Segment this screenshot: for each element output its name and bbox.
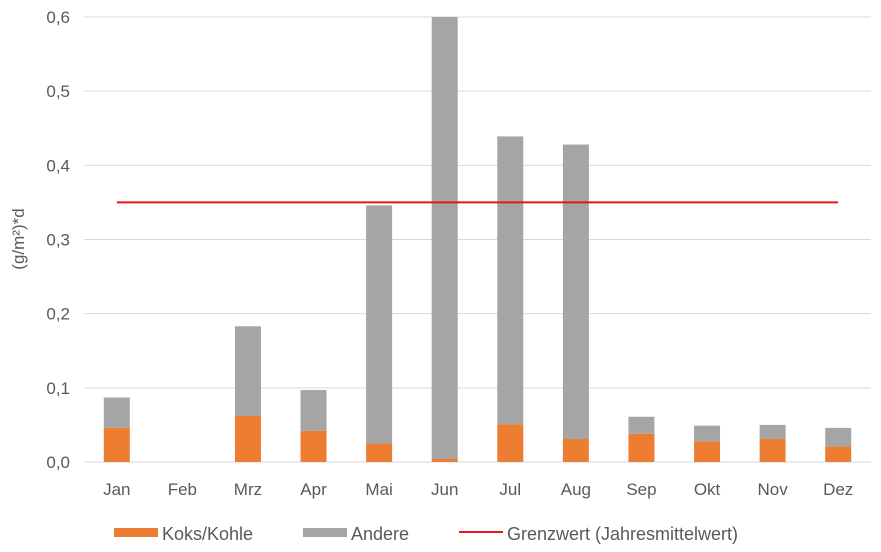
x-tick-label-dez: Dez — [823, 480, 853, 499]
x-tick-label-apr: Apr — [300, 480, 327, 499]
bar-andere-mrz — [234, 326, 261, 417]
bar-koks-kohle-dez — [825, 446, 852, 462]
x-tick-label-aug: Aug — [561, 480, 591, 499]
x-tick-label-feb: Feb — [168, 480, 197, 499]
bar-koks-kohle-mai — [366, 443, 393, 462]
bar-andere-mai — [366, 205, 393, 444]
bar-andere-jan — [103, 397, 130, 428]
x-axis-ticks: Jan Feb Mrz Apr Mai Jun Jul Aug Sep Okt Nov Dez — [103, 480, 853, 499]
bar-koks-kohle-jan — [103, 427, 130, 462]
y-tick-label-1: 0,1 — [46, 379, 70, 398]
y-tick-label-4: 0,4 — [46, 156, 70, 175]
y-tick-label-3: 0,3 — [46, 231, 70, 250]
bar-koks-kohle-aug — [562, 439, 589, 462]
x-tick-label-mrz: Mrz — [234, 480, 262, 499]
x-tick-label-jan: Jan — [103, 480, 130, 499]
bar-koks-kohle-sep — [628, 433, 655, 462]
y-tick-label-2: 0,2 — [46, 305, 70, 324]
y-tick-label-5: 0,5 — [46, 82, 70, 101]
bar-koks-kohle-okt — [694, 441, 721, 462]
bar-andere-jul — [497, 136, 524, 425]
legend-swatch-andere — [303, 528, 347, 537]
bar-andere-nov — [759, 424, 786, 440]
legend-label-andere: Andere — [351, 524, 409, 544]
legend-label-koks-kohle: Koks/Kohle — [162, 524, 253, 544]
bar-koks-kohle-jun — [431, 459, 458, 462]
x-tick-label-okt: Okt — [694, 480, 721, 499]
gridlines — [84, 16, 871, 463]
y-axis-ticks: 0,0 0,1 0,2 0,3 0,4 0,5 0,6 — [46, 8, 70, 472]
x-tick-label-mai: Mai — [365, 480, 392, 499]
bars — [103, 17, 852, 462]
legend: Koks/Kohle Andere Grenzwert (Jahresmitte… — [114, 524, 738, 544]
x-tick-label-jul: Jul — [499, 480, 521, 499]
legend-label-grenzwert: Grenzwert (Jahresmittelwert) — [507, 524, 738, 544]
bar-andere-aug — [562, 144, 589, 440]
bar-koks-kohle-nov — [759, 439, 786, 462]
bar-andere-dez — [825, 427, 852, 447]
bar-koks-kohle-apr — [300, 430, 327, 462]
bar-andere-jun — [431, 17, 458, 460]
y-axis-label: (g/m²)*d — [9, 208, 28, 269]
bar-koks-kohle-jul — [497, 424, 524, 462]
x-tick-label-sep: Sep — [626, 480, 656, 499]
bar-koks-kohle-mrz — [234, 416, 261, 462]
x-tick-label-jun: Jun — [431, 480, 458, 499]
y-tick-label-6: 0,6 — [46, 8, 70, 27]
bar-andere-okt — [694, 425, 721, 442]
y-tick-label-0: 0,0 — [46, 453, 70, 472]
x-tick-label-nov: Nov — [758, 480, 789, 499]
bar-andere-sep — [628, 416, 655, 434]
bar-andere-apr — [300, 390, 327, 431]
legend-swatch-koks-kohle — [114, 528, 158, 537]
